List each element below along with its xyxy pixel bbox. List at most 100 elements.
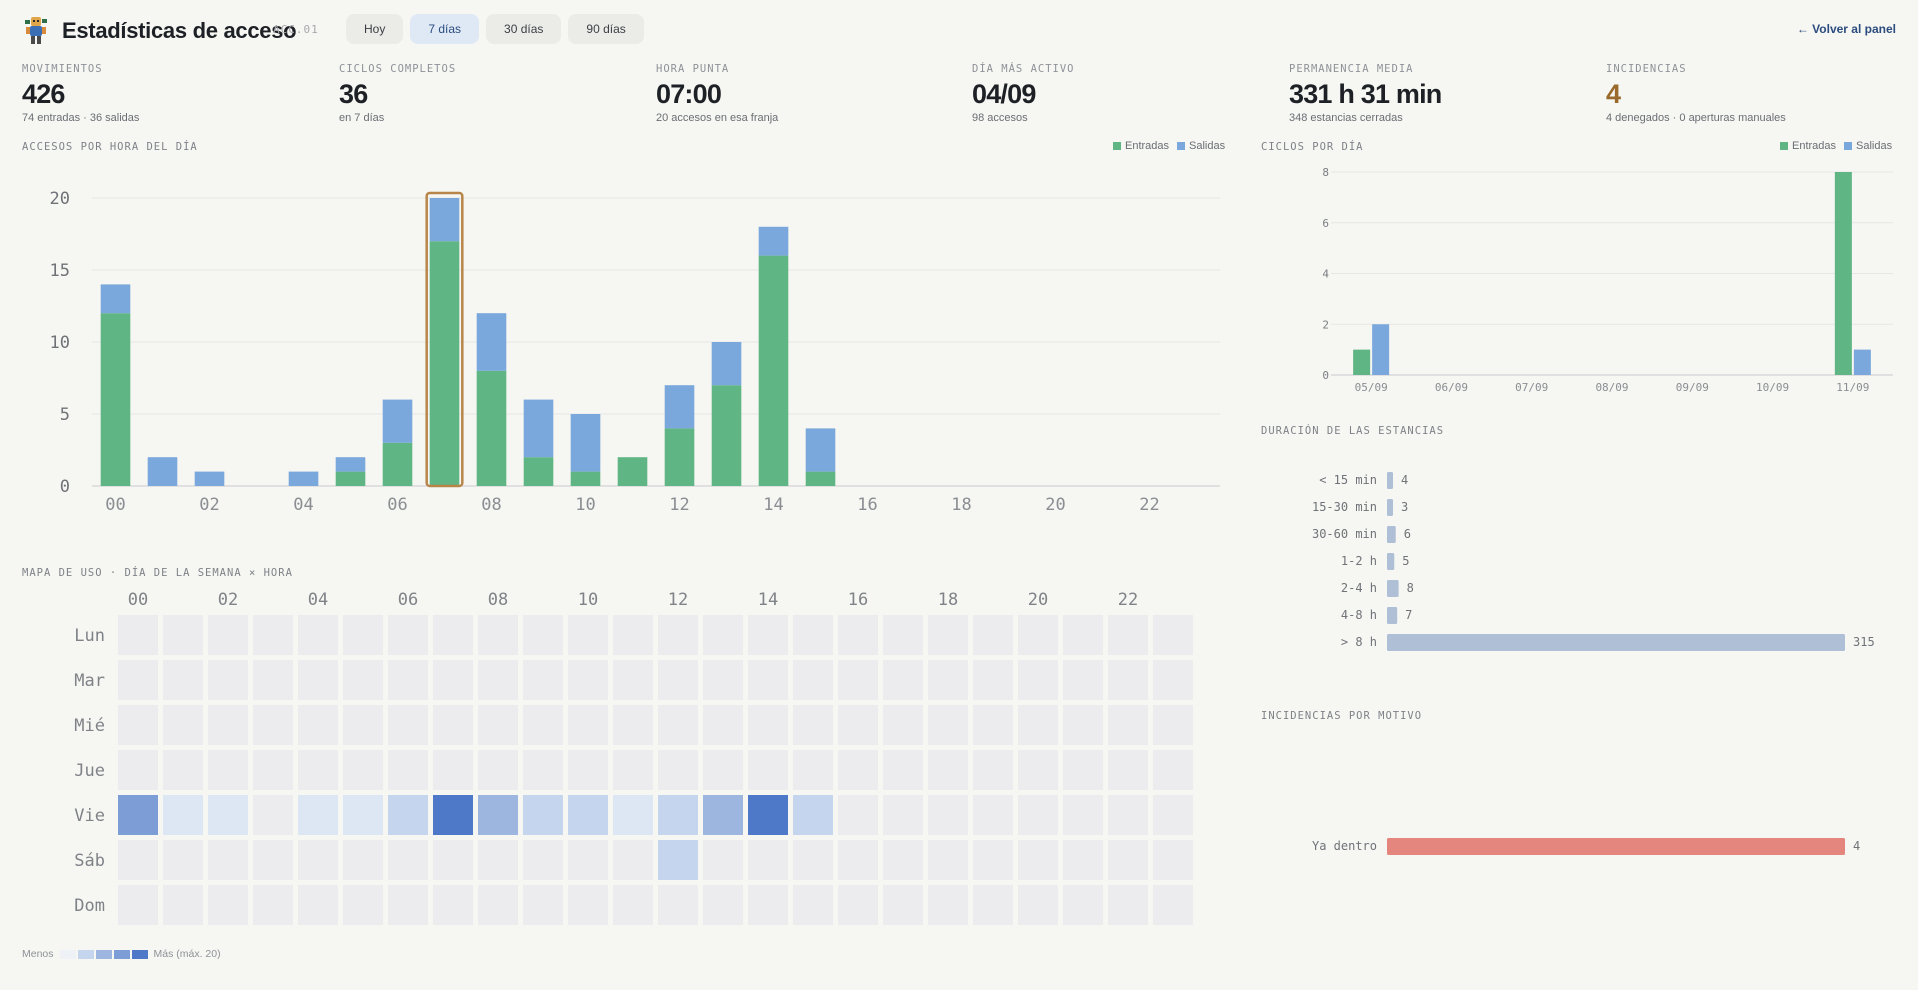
heatmap-cell <box>343 795 383 835</box>
x-tick-label: 02 <box>199 495 219 515</box>
heatmap-cell <box>883 660 923 700</box>
heatmap-cell <box>118 615 158 655</box>
tab-30-dias[interactable]: 30 días <box>486 14 562 44</box>
hour-label: 12 <box>668 590 688 610</box>
heatmap-cell <box>1153 705 1193 745</box>
bar-entradas <box>664 428 695 486</box>
bar-entradas <box>1834 172 1852 375</box>
heatmap-cell <box>343 750 383 790</box>
kpi-value: 331 h 31 min <box>1289 79 1442 109</box>
heatmap-cell <box>1063 660 1103 700</box>
heatmap-cell <box>973 840 1013 880</box>
heatmap-cell <box>478 705 518 745</box>
heatmap-cell <box>388 885 428 925</box>
bar-salidas <box>288 471 319 486</box>
peak-hour-highlight <box>425 191 464 488</box>
kpi-label: INCIDENCIAS <box>1606 63 1687 75</box>
heatmap-cell <box>928 705 968 745</box>
heatmap-cell <box>928 660 968 700</box>
bar-salidas <box>523 399 554 458</box>
heatmap-cell <box>838 840 878 880</box>
bar <box>1387 553 1395 570</box>
heatmap-cell <box>1018 750 1058 790</box>
day-label: Sáb <box>74 851 105 871</box>
heatmap-cell <box>973 795 1013 835</box>
heatmap-cell <box>838 705 878 745</box>
heatmap-cell <box>658 660 698 700</box>
tab-90-dias[interactable]: 90 días <box>568 14 644 44</box>
bar-entradas <box>570 471 601 486</box>
scale-cell <box>113 949 130 959</box>
heatmap-cell <box>343 660 383 700</box>
heatmap-cell <box>1108 840 1148 880</box>
heatmap-cell <box>748 885 788 925</box>
heatmap-cell <box>1153 840 1193 880</box>
entradas-swatch <box>1113 142 1121 151</box>
kpi-dia-activo: DÍA MÁS ACTIVO 04/09 98 accesos <box>972 63 1272 124</box>
heatmap-cell <box>388 705 428 745</box>
heatmap-cell <box>928 615 968 655</box>
heatmap-cell <box>793 750 833 790</box>
kpi-label: MOVIMIENTOS <box>22 63 103 75</box>
page-title: Estadísticas de acceso <box>62 18 297 43</box>
tab-7-dias[interactable]: 7 días <box>410 14 480 44</box>
heatmap-cell <box>1108 705 1148 745</box>
heatmap-cell <box>208 750 248 790</box>
entradas-swatch <box>1780 142 1788 151</box>
heatmap-cell <box>1153 615 1193 655</box>
kpi-sub: 348 estancias cerradas <box>1289 112 1403 124</box>
bar-entradas <box>805 471 836 486</box>
kpi-permanencia: PERMANENCIA MEDIA 331 h 31 min 348 estan… <box>1289 63 1589 124</box>
heatmap-cell <box>343 705 383 745</box>
heatmap-cell <box>748 750 788 790</box>
hourly-legend: Entradas Salidas <box>1113 140 1225 152</box>
heatmap-cell <box>1153 885 1193 925</box>
heatmap-cell <box>1018 615 1058 655</box>
day-label: Mar <box>74 671 105 691</box>
durations-title: DURACIÓN DE LAS ESTANCIAS <box>1261 425 1445 437</box>
heatmap-cell <box>568 795 608 835</box>
heatmap-cell <box>433 840 473 880</box>
heatmap-cell <box>658 615 698 655</box>
heatmap-cell <box>1108 885 1148 925</box>
kpi-sub: 98 accesos <box>972 112 1028 124</box>
category-label: 15-30 min <box>1312 500 1377 514</box>
heatmap-cell <box>1063 840 1103 880</box>
heatmap-cell <box>1063 750 1103 790</box>
x-tick-label: 18 <box>951 495 971 515</box>
kpi-sub: 20 accesos en esa franja <box>656 112 779 124</box>
heatmap-cell <box>478 615 518 655</box>
heatmap-cell <box>928 885 968 925</box>
heatmap-cell <box>568 705 608 745</box>
kpi-movimientos: MOVIMIENTOS 426 74 entradas · 36 salidas <box>22 63 322 124</box>
heatmap-cell <box>613 750 653 790</box>
kpi-label: PERMANENCIA MEDIA <box>1289 63 1414 75</box>
y-tick-label: 6 <box>1322 217 1329 230</box>
heatmap-cell <box>748 795 788 835</box>
x-tick-label: 06 <box>387 495 407 515</box>
x-tick-label: 00 <box>105 495 125 515</box>
heatmap-cell <box>523 750 563 790</box>
bar <box>1387 472 1393 489</box>
heatmap-cell <box>658 750 698 790</box>
heatmap-cell <box>1108 660 1148 700</box>
heatmap-cell <box>433 885 473 925</box>
legend-label: Entradas <box>1792 140 1837 152</box>
x-tick-label: 16 <box>857 495 877 515</box>
legend-label: Salidas <box>1856 140 1893 152</box>
day-label: Mié <box>74 716 105 736</box>
bar-entradas <box>382 442 413 486</box>
hourly-bar-chart: 0 5 10 15 20 00 02 04 06 08 10 12 14 16 18 20 22 <box>50 189 1220 515</box>
daily-legend: Entradas Salidas <box>1780 140 1892 152</box>
heatmap-cell <box>568 750 608 790</box>
heatmap-cell <box>568 615 608 655</box>
hour-label: 14 <box>758 590 778 610</box>
scale-cell <box>59 949 76 959</box>
value-label: 3 <box>1401 500 1408 514</box>
tab-hoy[interactable]: Hoy <box>346 14 404 44</box>
heatmap-cell <box>433 705 473 745</box>
heatmap-cell <box>703 885 743 925</box>
heatmap-cell <box>298 705 338 745</box>
back-to-panel-link[interactable]: ← Volver al panel <box>1796 22 1896 36</box>
